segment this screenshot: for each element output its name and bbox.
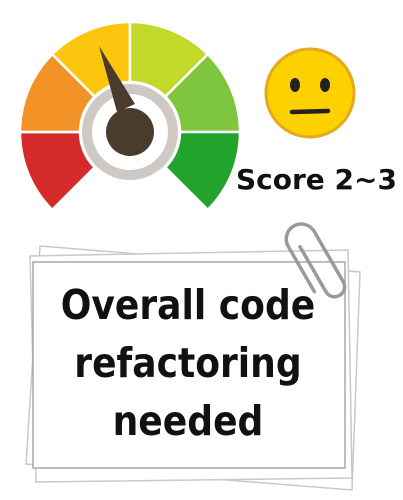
note-message: Overall code refactoring needed	[56, 276, 320, 450]
note-line-3: needed	[56, 392, 320, 450]
neutral-face-icon	[262, 45, 358, 141]
score-label: Score 2~3	[236, 163, 396, 197]
note-line-2: refactoring	[56, 334, 320, 392]
gauge	[0, 0, 260, 220]
note-line-1: Overall code	[56, 276, 320, 334]
gauge-needle-cap	[106, 108, 154, 156]
